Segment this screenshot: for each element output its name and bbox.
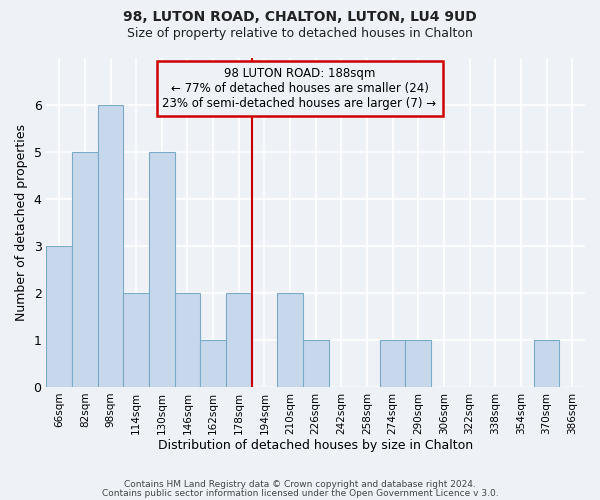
X-axis label: Distribution of detached houses by size in Chalton: Distribution of detached houses by size …	[158, 440, 473, 452]
Bar	[380, 340, 406, 387]
Y-axis label: Number of detached properties: Number of detached properties	[15, 124, 28, 320]
Text: 98 LUTON ROAD: 188sqm
← 77% of detached houses are smaller (24)
23% of semi-deta: 98 LUTON ROAD: 188sqm ← 77% of detached …	[163, 68, 437, 110]
Bar	[46, 246, 72, 387]
Bar	[175, 293, 200, 387]
Bar	[277, 293, 303, 387]
Text: Contains HM Land Registry data © Crown copyright and database right 2024.: Contains HM Land Registry data © Crown c…	[124, 480, 476, 489]
Text: 98, LUTON ROAD, CHALTON, LUTON, LU4 9UD: 98, LUTON ROAD, CHALTON, LUTON, LU4 9UD	[123, 10, 477, 24]
Text: Size of property relative to detached houses in Chalton: Size of property relative to detached ho…	[127, 28, 473, 40]
Bar	[72, 152, 98, 387]
Bar	[406, 340, 431, 387]
Bar	[124, 293, 149, 387]
Bar	[303, 340, 329, 387]
Text: Contains public sector information licensed under the Open Government Licence v : Contains public sector information licen…	[101, 488, 499, 498]
Bar	[200, 340, 226, 387]
Bar	[98, 104, 124, 387]
Bar	[226, 293, 251, 387]
Bar	[149, 152, 175, 387]
Bar	[534, 340, 559, 387]
